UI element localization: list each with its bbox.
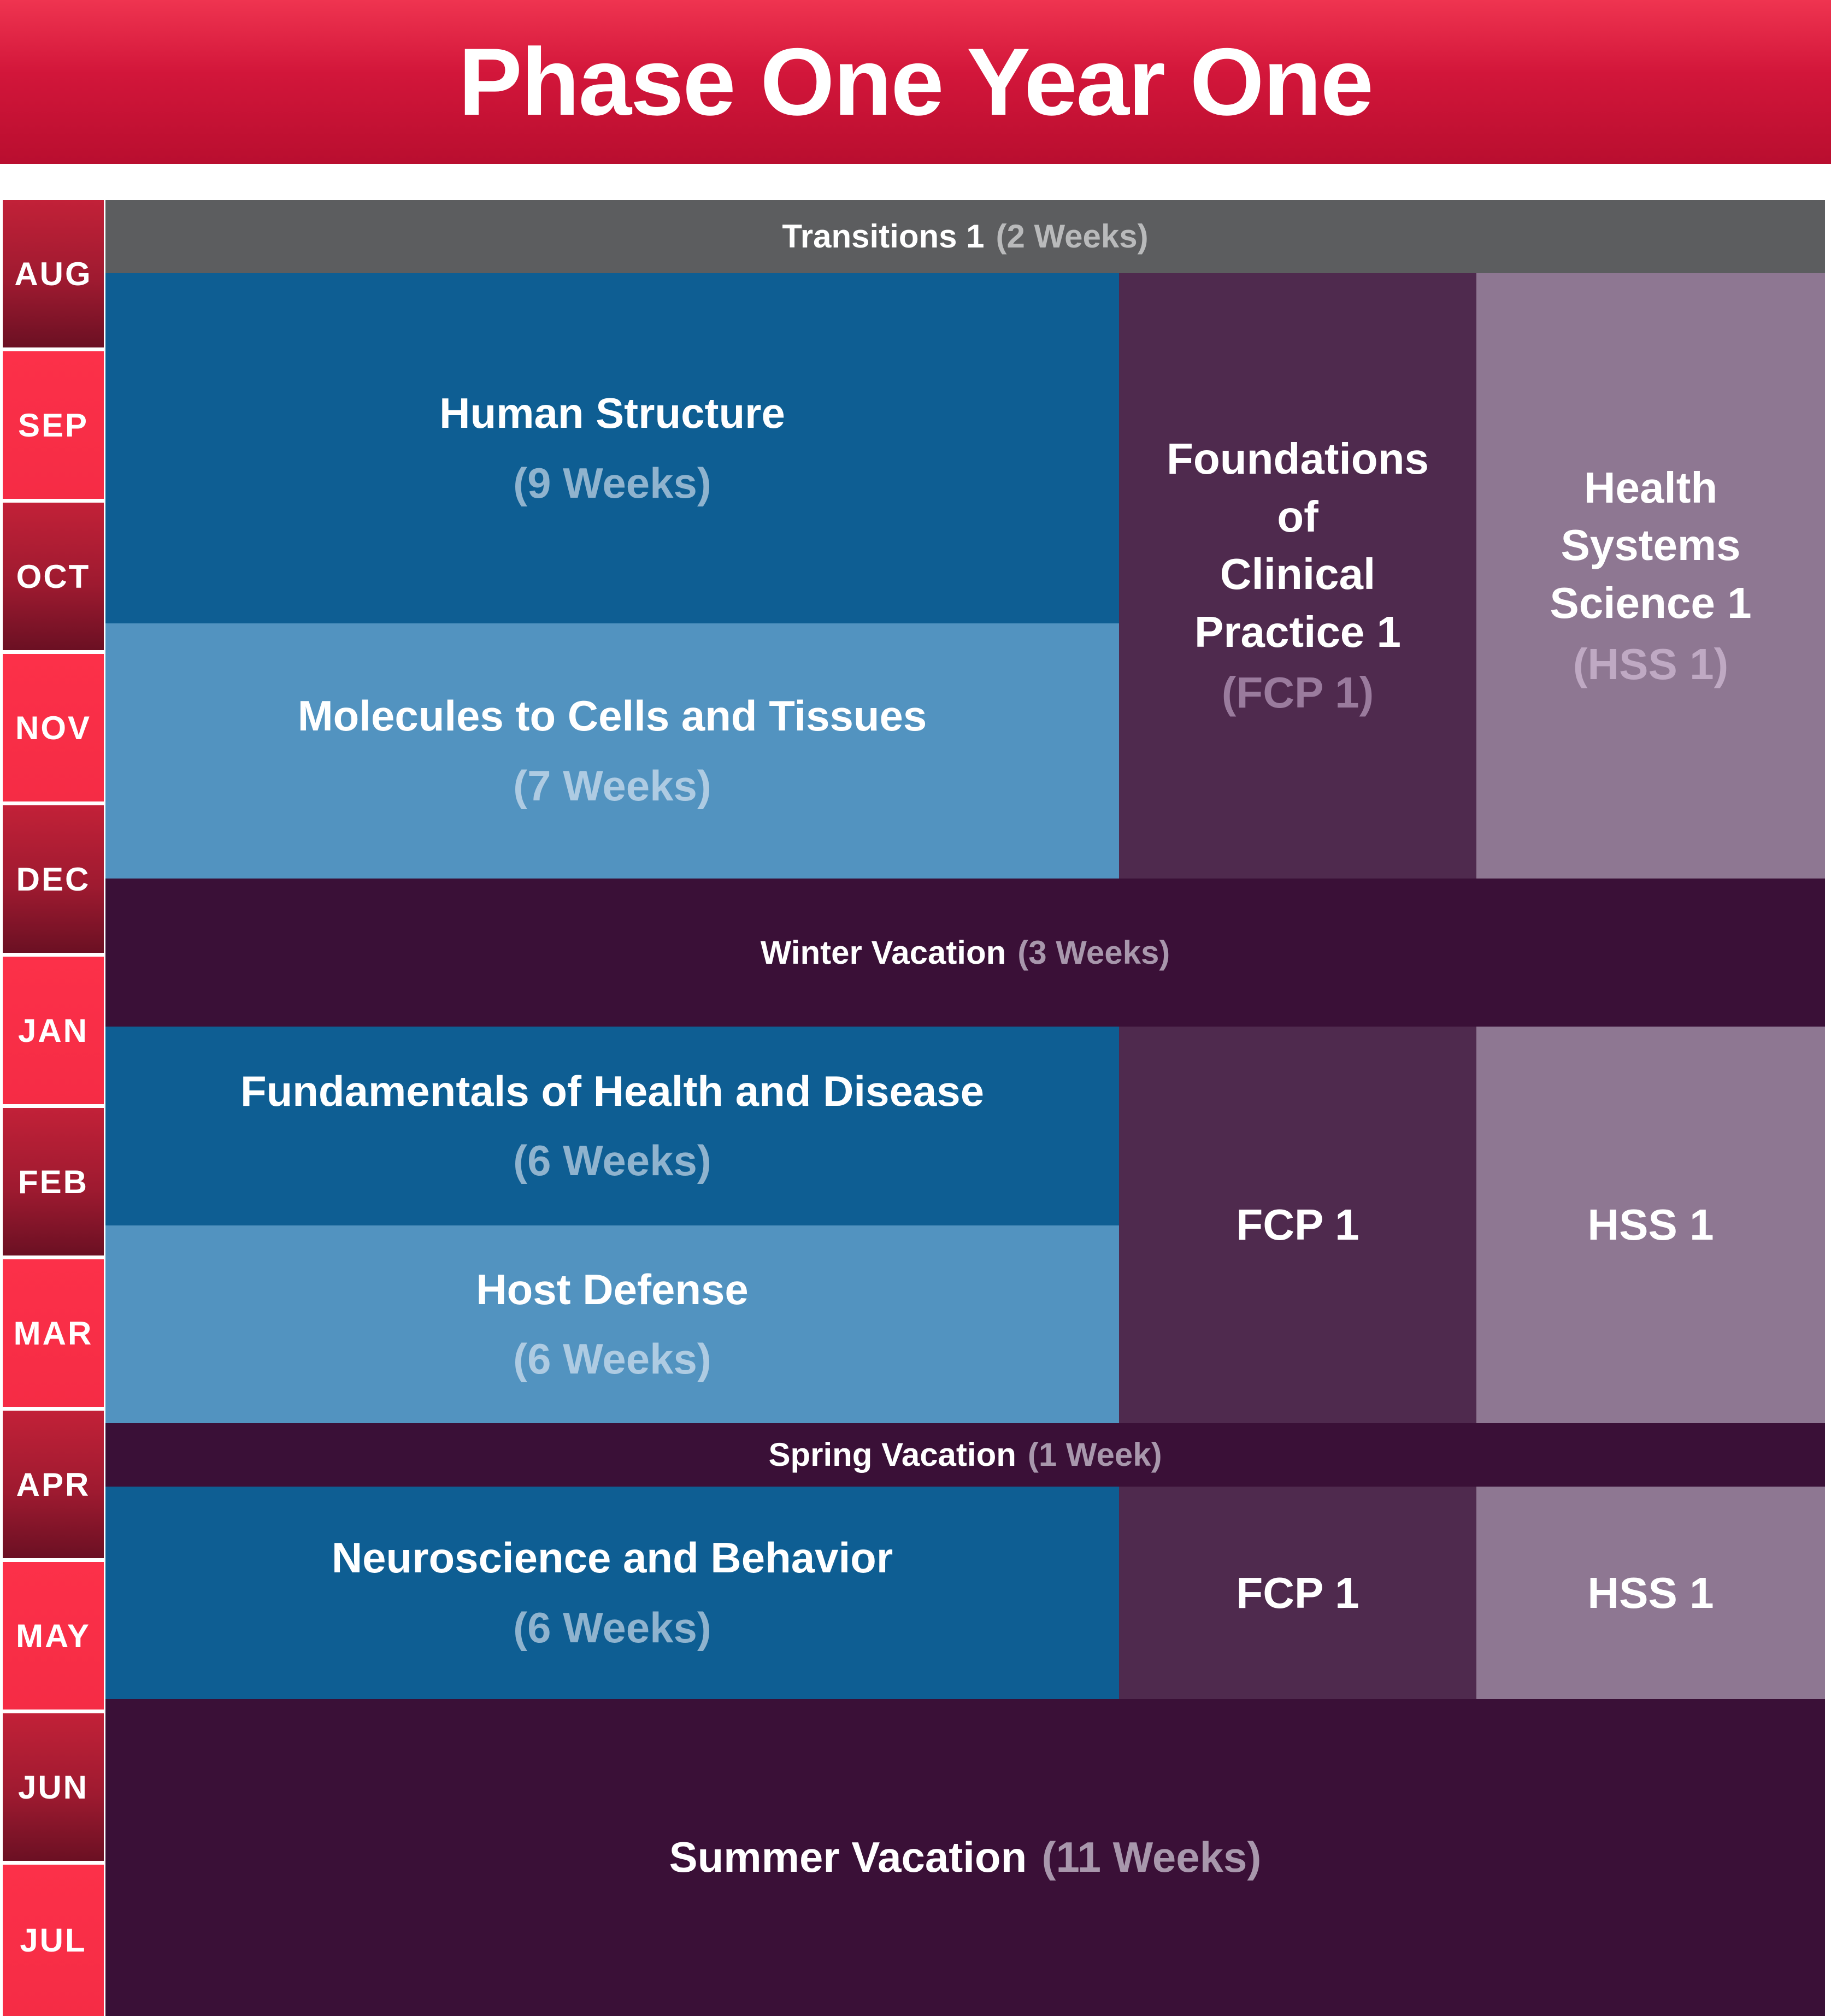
- spring-vacation-duration: (1 Week): [1027, 1436, 1162, 1473]
- month-label-jun: JUN: [3, 1713, 104, 1861]
- fcp-1-name-line-3: Clinical: [1220, 550, 1376, 599]
- month-label-aug: AUG: [3, 200, 104, 347]
- block-host-defense: Host Defense (6 Weeks): [105, 1225, 1119, 1423]
- title-bar: Phase One Year One: [0, 0, 1831, 164]
- month-label-dec: DEC: [3, 805, 104, 953]
- molecules-title: Molecules to Cells and Tissues: [297, 692, 927, 740]
- block-hss-1-full: Health Systems Science 1 (HSS 1): [1476, 273, 1825, 879]
- block-human-structure: Human Structure (9 Weeks): [105, 273, 1119, 623]
- block-fcp-1-bottom: FCP 1: [1119, 1487, 1476, 1699]
- block-winter-vacation: Winter Vacation (3 Weeks): [105, 879, 1825, 1027]
- month-label-jan: JAN: [3, 957, 104, 1104]
- hss-1-mid-label: HSS 1: [1587, 1200, 1714, 1249]
- block-hss-1-bottom: HSS 1: [1476, 1487, 1825, 1699]
- fundamentals-duration: (6 Weeks): [513, 1136, 711, 1184]
- fundamentals-title: Fundamentals of Health and Disease: [240, 1066, 984, 1115]
- block-neuroscience: Neuroscience and Behavior (6 Weeks): [105, 1487, 1119, 1699]
- molecules-duration: (7 Weeks): [513, 761, 711, 810]
- hss-1-name-line-3: Science 1: [1550, 579, 1752, 627]
- month-label-may: MAY: [3, 1562, 104, 1710]
- block-hss-1-mid: HSS 1: [1476, 1027, 1825, 1423]
- human-structure-duration: (9 Weeks): [513, 458, 711, 507]
- neuroscience-title: Neuroscience and Behavior: [331, 1534, 893, 1582]
- hss-1-bottom-label: HSS 1: [1587, 1568, 1714, 1617]
- winter-vacation-duration: (3 Weeks): [1017, 934, 1170, 971]
- block-fcp-1-full: Foundations of Clinical Practice 1 (FCP …: [1119, 273, 1476, 879]
- month-label-mar: MAR: [3, 1259, 104, 1407]
- transitions-1-label: Transitions 1 (2 Weeks): [782, 218, 1149, 255]
- month-label-jul: JUL: [3, 1865, 104, 2016]
- spring-vacation-label: Spring Vacation (1 Week): [768, 1436, 1162, 1473]
- fcp-1-mid-label: FCP 1: [1236, 1200, 1359, 1249]
- winter-vacation-label: Winter Vacation (3 Weeks): [760, 934, 1170, 971]
- neuroscience-duration: (6 Weeks): [513, 1603, 711, 1652]
- block-fcp-1-mid: FCP 1: [1119, 1027, 1476, 1423]
- hss-1-name-line-1: Health: [1583, 463, 1718, 512]
- summer-vacation-label: Summer Vacation (11 Weeks): [669, 1833, 1262, 1882]
- block-transitions-1: Transitions 1 (2 Weeks): [105, 200, 1825, 273]
- month-label-apr: APR: [3, 1411, 104, 1558]
- month-label-oct: OCT: [3, 503, 104, 650]
- fcp-1-name-line-4: Practice 1: [1194, 607, 1402, 656]
- block-summer-vacation: Summer Vacation (11 Weeks): [105, 1699, 1825, 2016]
- month-label-nov: NOV: [3, 654, 104, 801]
- fcp-1-bottom-label: FCP 1: [1236, 1568, 1359, 1617]
- page-title: Phase One Year One: [458, 28, 1374, 135]
- fcp-1-name-line-2: of: [1277, 492, 1318, 541]
- fcp-1-abbr: (FCP 1): [1221, 668, 1374, 717]
- fcp-1-name-line-1: Foundations: [1167, 434, 1429, 484]
- summer-vacation-duration: (11 Weeks): [1041, 1833, 1262, 1882]
- host-defense-title: Host Defense: [476, 1265, 749, 1313]
- block-spring-vacation: Spring Vacation (1 Week): [105, 1423, 1825, 1487]
- transitions-1-duration: (2 Weeks): [996, 218, 1149, 255]
- block-molecules-to-cells: Molecules to Cells and Tissues (7 Weeks): [105, 623, 1119, 879]
- host-defense-duration: (6 Weeks): [513, 1335, 711, 1383]
- hss-1-name-line-2: Systems: [1561, 521, 1741, 570]
- block-fundamentals: Fundamentals of Health and Disease (6 We…: [105, 1027, 1119, 1225]
- human-structure-title: Human Structure: [439, 389, 785, 437]
- month-label-feb: FEB: [3, 1108, 104, 1255]
- hss-1-abbr: (HSS 1): [1573, 639, 1729, 688]
- month-label-sep: SEP: [3, 351, 104, 499]
